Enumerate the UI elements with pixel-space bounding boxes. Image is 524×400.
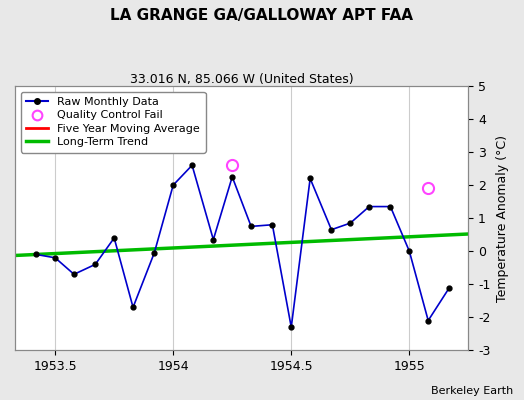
Legend: Raw Monthly Data, Quality Control Fail, Five Year Moving Average, Long-Term Tren: Raw Monthly Data, Quality Control Fail, …	[20, 92, 205, 153]
Title: 33.016 N, 85.066 W (United States): 33.016 N, 85.066 W (United States)	[130, 73, 354, 86]
Text: Berkeley Earth: Berkeley Earth	[431, 386, 514, 396]
Y-axis label: Temperature Anomaly (°C): Temperature Anomaly (°C)	[496, 135, 509, 302]
Text: LA GRANGE GA/GALLOWAY APT FAA: LA GRANGE GA/GALLOWAY APT FAA	[111, 8, 413, 23]
